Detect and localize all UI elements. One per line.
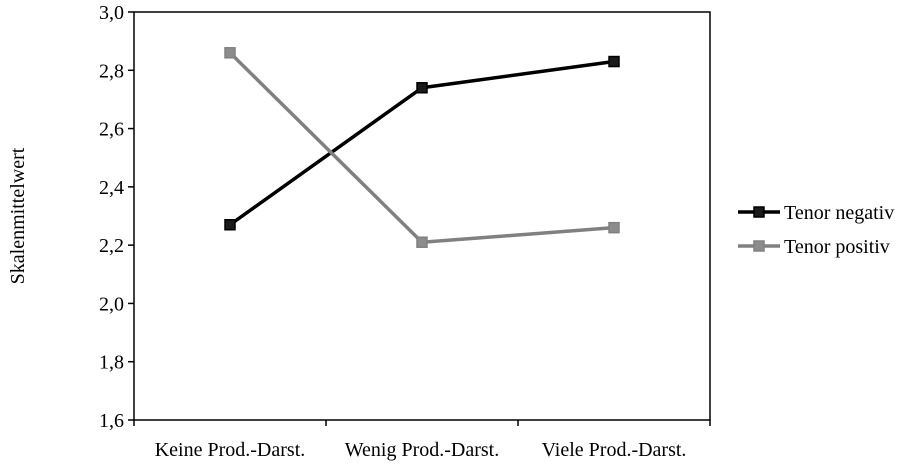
y-tick-label: 2,6: [99, 119, 124, 141]
x-axis-ticks: Keine Prod.-Darst. Wenig Prod.-Darst. Viel…: [133, 420, 711, 461]
series-1-point: [224, 218, 236, 231]
legend-label-1: Tenor negativ: [784, 202, 894, 224]
series-1-point: [608, 55, 620, 68]
y-tick-label: 1,8: [99, 352, 124, 374]
legend: Tenor negativ Tenor positiv: [738, 202, 894, 258]
series-2-point: [416, 236, 428, 248]
series-line-2: [228, 51, 615, 244]
y-axis-title: Skalenmittelwert: [7, 147, 29, 284]
y-axis-ticks: 1,6 1,8 2,0 2,2 2,4 2,6 2,8 3,0: [99, 2, 134, 432]
x-tick-label: Keine Prod.-Darst.: [155, 439, 306, 461]
plot-area-frame: [133, 11, 711, 421]
y-tick-label: 2,4: [99, 177, 124, 199]
y-tick-label: 3,0: [99, 2, 124, 24]
x-tick-label: Wenig Prod.-Darst.: [345, 439, 499, 461]
legend-label-2: Tenor positiv: [784, 236, 890, 258]
y-tick-label: 1,6: [99, 410, 124, 432]
legend-marker-1: [753, 206, 765, 218]
x-tick-label: Viele Prod.-Darst.: [542, 439, 687, 461]
series-layer: [224, 47, 620, 248]
legend-marker-2: [753, 240, 765, 252]
series-2-point: [224, 47, 236, 59]
y-tick-label: 2,0: [99, 293, 124, 315]
y-tick-label: 2,8: [99, 60, 124, 82]
series-1-point: [416, 82, 428, 94]
y-tick-label: 2,2: [99, 235, 124, 257]
series-2-point: [608, 221, 620, 234]
